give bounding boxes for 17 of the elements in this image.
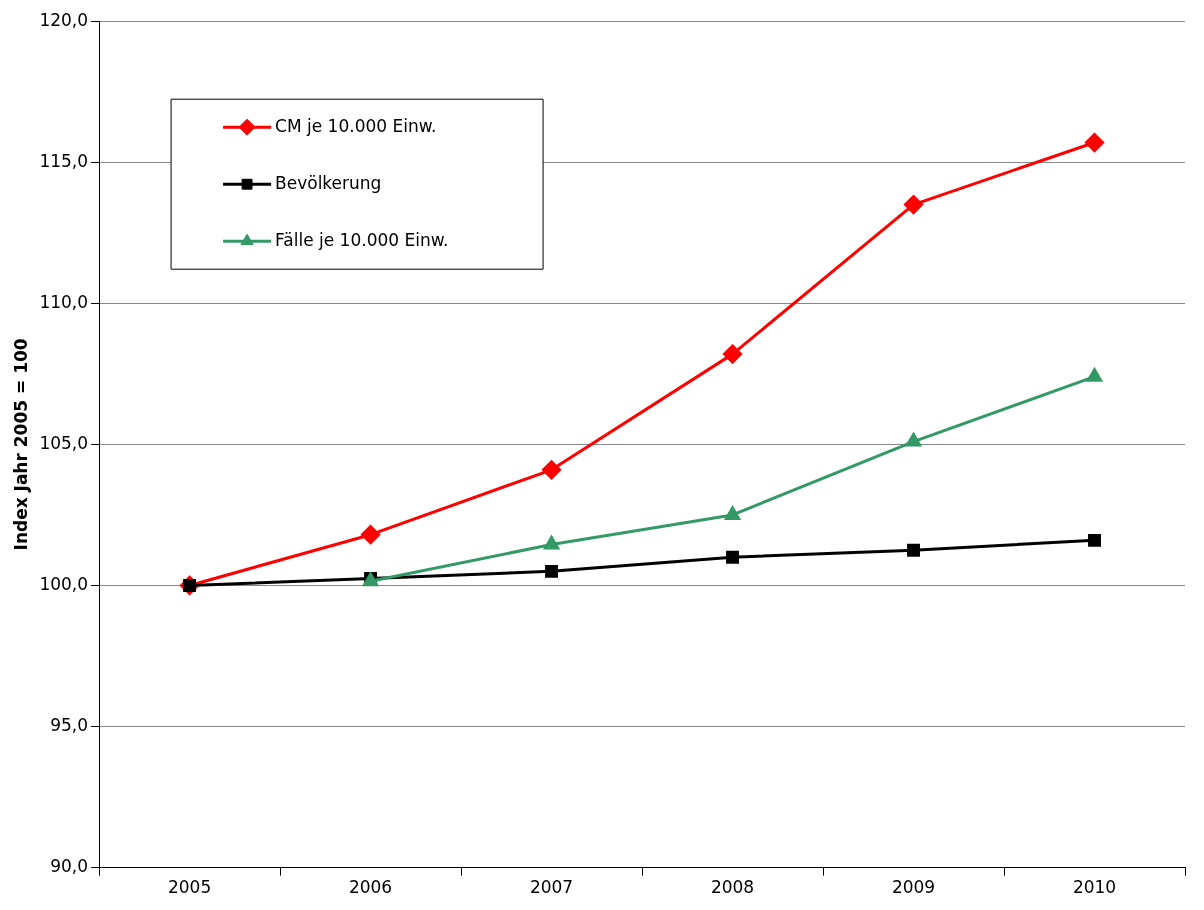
y-tick-label: 120,0 [39,9,89,30]
y-axis-title: Index Jahr 2005 = 100 [10,338,31,551]
legend-label: Fälle je 10.000 Einw. [275,229,449,250]
y-tick-label: 110,0 [39,291,89,312]
x-tick-label: 2005 [167,877,212,898]
y-tick-label: 115,0 [39,150,89,171]
y-tick-label: 100,0 [39,573,89,594]
x-tick-label: 2010 [1072,877,1117,898]
x-tick-label: 2009 [891,877,936,898]
x-tick-label: 2008 [710,877,755,898]
y-tick-label: 105,0 [39,432,89,453]
y-tick-label: 90,0 [50,856,89,877]
legend-label: Bevölkerung [275,172,382,193]
legend-label: CM je 10.000 Einw. [275,115,437,136]
x-tick-label: 2007 [529,877,574,898]
x-tick-label: 2006 [348,877,393,898]
y-tick-label: 95,0 [50,714,89,735]
